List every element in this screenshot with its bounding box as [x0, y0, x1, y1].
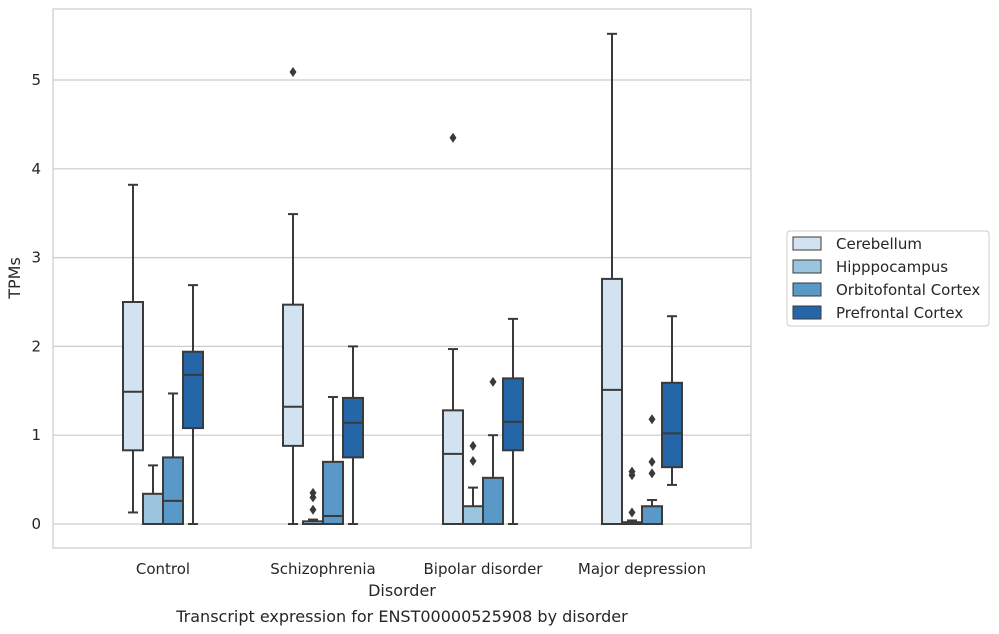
outlier-point: [469, 440, 477, 451]
outlier-point: [309, 504, 317, 515]
y-tick-labels: 0 1 2 3 4 5: [31, 71, 41, 533]
box-group: [661, 315, 683, 486]
outlier-point: [489, 376, 497, 387]
box: [442, 409, 464, 525]
box-groups: [122, 32, 683, 526]
box-group: [442, 132, 464, 525]
box: [462, 505, 484, 525]
x-tick-label: Bipolar disorder: [424, 560, 544, 578]
legend-swatch: [792, 305, 822, 320]
box: [122, 301, 144, 452]
box: [641, 505, 663, 525]
y-tick-label: 0: [31, 515, 41, 533]
y-axis-label: TPMs: [5, 257, 24, 300]
box-group: [641, 414, 663, 525]
legend-swatch: [792, 282, 822, 297]
box: [182, 350, 204, 430]
legend-label: Orbitofontal Cortex: [836, 281, 980, 299]
legend-swatch: [792, 236, 822, 251]
y-tick-label: 2: [31, 337, 41, 355]
x-tick-label: Control: [136, 560, 190, 578]
x-tick-label: Major depression: [578, 560, 706, 578]
legend: Cerebellum Hipppocampus Orbitofontal Corte…: [786, 230, 990, 327]
legend-label: Prefrontal Cortex: [836, 304, 963, 322]
outlier-point: [309, 487, 317, 498]
outlier-point: [628, 507, 636, 518]
outlier-point: [469, 455, 477, 466]
box-group: [122, 183, 144, 514]
box-group: [302, 487, 324, 525]
box: [482, 476, 504, 526]
outlier-point: [628, 466, 636, 477]
box: [661, 381, 683, 469]
y-tick-label: 5: [31, 71, 41, 89]
outlier-point: [648, 456, 656, 467]
outlier-point: [648, 414, 656, 425]
box: [601, 277, 623, 525]
legend-swatch: [792, 259, 822, 274]
y-tick-label: 4: [31, 160, 41, 178]
box-group: [322, 396, 344, 525]
box-group: [282, 67, 304, 525]
box: [162, 456, 184, 525]
box-group: [162, 392, 184, 525]
box: [322, 460, 344, 525]
box: [342, 396, 364, 459]
outlier-point: [648, 468, 656, 479]
y-tick-label: 1: [31, 426, 41, 444]
plot-area: [52, 8, 752, 549]
outlier-point: [289, 67, 297, 78]
box: [142, 492, 164, 526]
box-group: [182, 284, 204, 525]
box-group: [462, 440, 484, 525]
box-group: [342, 345, 364, 525]
chart-title: Transcript expression for ENST0000052590…: [175, 607, 628, 626]
x-axis-label: Disorder: [368, 581, 436, 600]
box-group: [601, 32, 623, 525]
x-tick-label: Schizophrenia: [270, 560, 375, 578]
box-group: [482, 376, 504, 526]
outlier-point: [449, 132, 457, 143]
y-tick-label: 3: [31, 249, 41, 267]
box: [282, 303, 304, 447]
x-tick-labels: Control Schizophrenia Bipolar disorder Majo…: [136, 560, 706, 578]
box: [502, 377, 524, 452]
box-group: [502, 317, 524, 525]
legend-label: Hipppocampus: [836, 258, 948, 276]
legend-label: Cerebellum: [836, 235, 922, 253]
legend-frame: [786, 230, 990, 327]
